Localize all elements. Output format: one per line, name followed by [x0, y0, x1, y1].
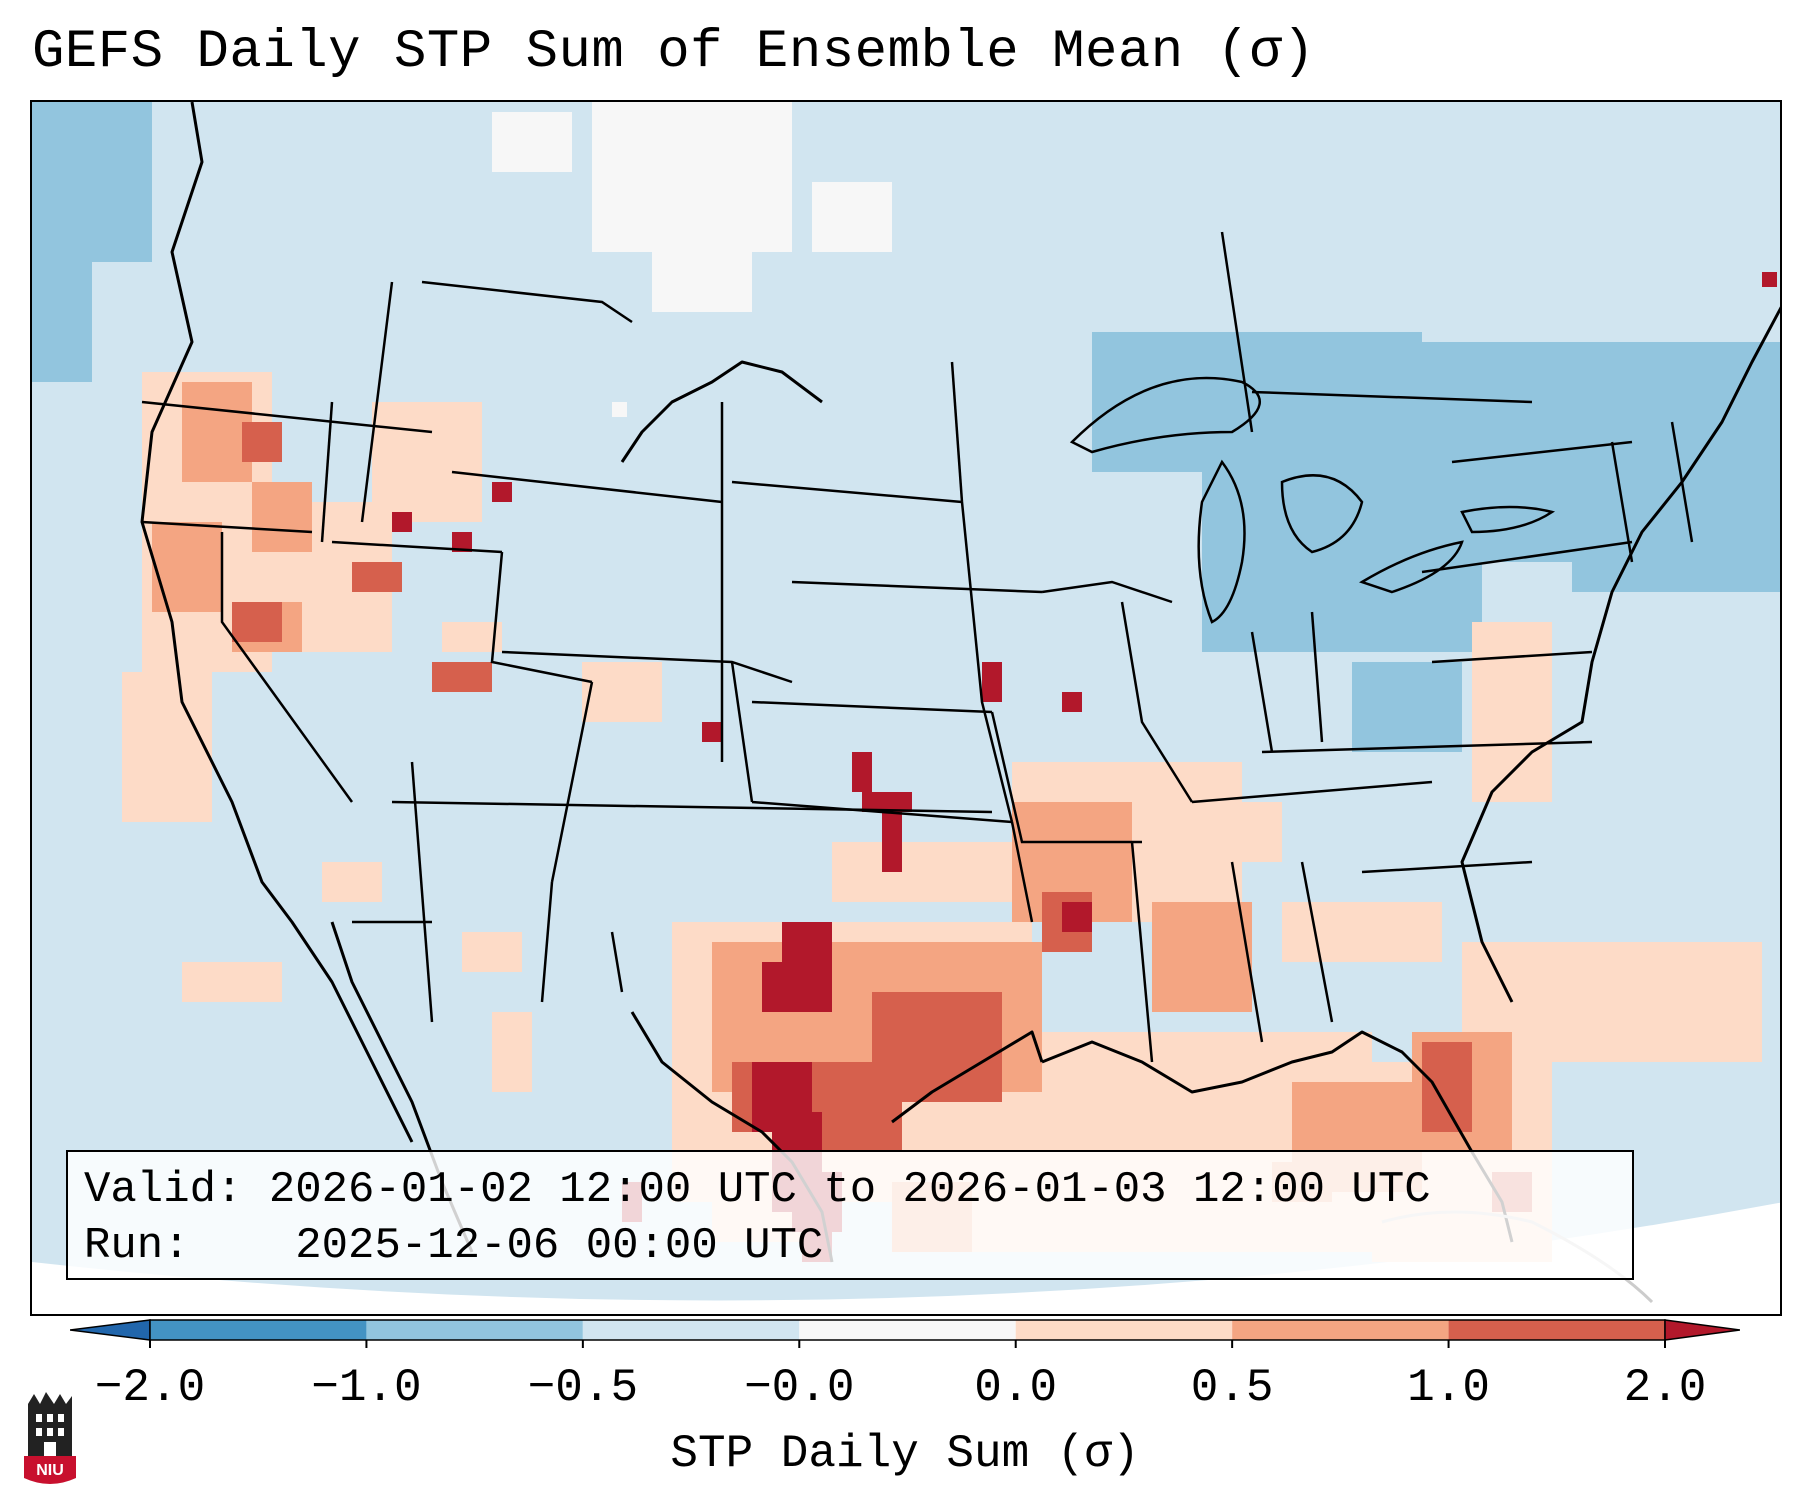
valid-value: 2026-01-02 12:00 UTC to 2026-01-03 12:00… [268, 1165, 1431, 1215]
colorbar-tick-label: −0.5 [527, 1362, 639, 1414]
colorbar-bin [799, 1320, 1016, 1340]
chart-title: GEFS Daily STP Sum of Ensemble Mean (σ) [32, 22, 1316, 83]
projection-edge [32, 1202, 1780, 1314]
great-lakes [1069, 376, 1556, 624]
niu-logo: NIU [24, 1392, 76, 1484]
colorbar-tick-label: −1.0 [311, 1362, 422, 1414]
logo-windows [36, 1414, 64, 1456]
colorbar-bin [150, 1320, 367, 1340]
negative-regions [32, 102, 1780, 1172]
colorbar-tick-label: −2.0 [94, 1362, 206, 1414]
colorbar-bin [1232, 1320, 1449, 1340]
colorbar-tick-label: 0.5 [1190, 1362, 1274, 1414]
colorbar-bin [582, 1320, 800, 1340]
colorbar-tick-label: −0.0 [744, 1362, 855, 1414]
colorbar-ticks [149, 1340, 1666, 1348]
colorbar-tick-label: 2.0 [1623, 1362, 1707, 1414]
logo-shield [24, 1456, 76, 1484]
colorbar-under-arrow [70, 1319, 151, 1341]
valid-run-info-box: Valid: 2026-01-02 12:00 UTC to 2026-01-0… [66, 1150, 1634, 1280]
colorbar-bin [366, 1320, 583, 1340]
colorbar-label: STP Daily Sum (σ) [670, 1428, 1140, 1480]
colorbar-bins [149, 1319, 1666, 1341]
colorbar-bin [1015, 1320, 1233, 1340]
neutral-patches [492, 102, 892, 417]
run-label: Run: [84, 1221, 190, 1271]
map-panel [30, 100, 1782, 1316]
colorbar-tick-label: 1.0 [1407, 1362, 1490, 1414]
run-value: 2025-12-06 00:00 UTC [295, 1221, 824, 1271]
logo-text: NIU [36, 1462, 64, 1479]
colorbar [70, 1319, 1740, 1348]
logo-spires [28, 1392, 72, 1404]
state-borders [141, 231, 1694, 1063]
map-svg [32, 102, 1780, 1314]
colorbar-bin [1448, 1320, 1665, 1340]
colorbar-over-arrow [1664, 1319, 1740, 1341]
valid-label: Valid: [84, 1165, 243, 1215]
colorbar-tick-label: 0.0 [974, 1362, 1058, 1414]
